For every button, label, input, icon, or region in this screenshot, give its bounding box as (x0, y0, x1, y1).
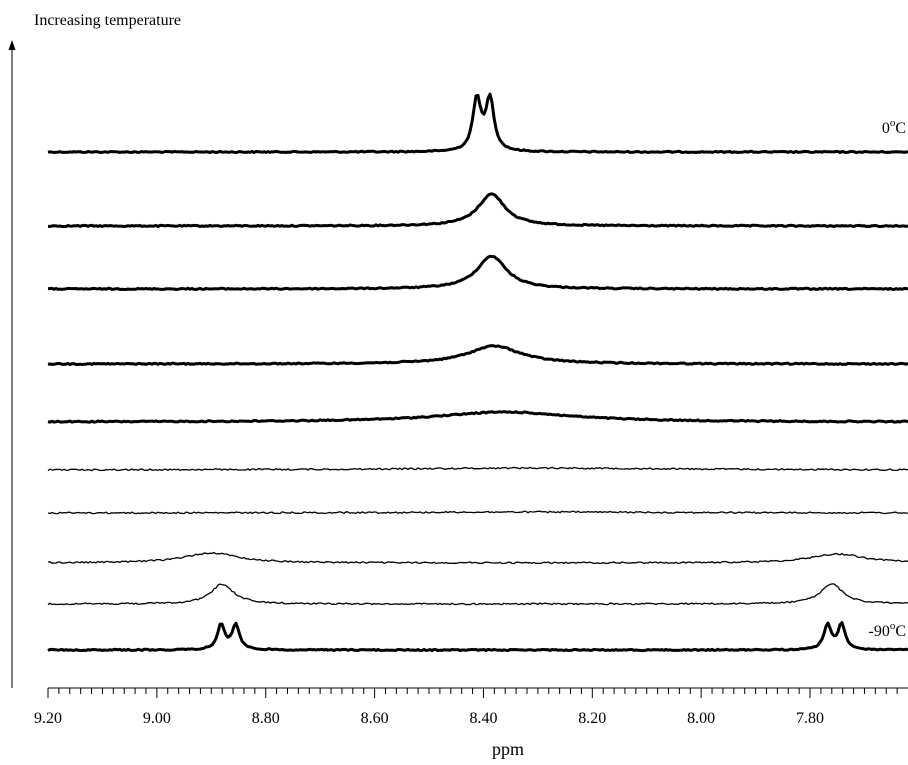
temperature-label: -90oC (869, 620, 907, 640)
x-tick-label: 8.40 (469, 710, 497, 727)
spectrum-trace (47, 344, 908, 366)
x-axis-ticks (47, 688, 898, 698)
spectrum-trace (47, 92, 908, 155)
x-tick-label: 9.00 (143, 710, 171, 727)
x-tick-label: 8.00 (687, 710, 715, 727)
x-tick-label: 8.80 (252, 710, 280, 727)
spectrum-trace (47, 466, 908, 472)
x-axis-label: ppm (492, 739, 524, 759)
spectrum-trace (47, 621, 908, 653)
spectrum-labels: 0oC -90oC (869, 117, 907, 640)
spectrum-trace (47, 583, 908, 606)
spectrum-trace (47, 551, 908, 565)
spectrum-traces (47, 92, 908, 653)
spectrum-trace (47, 254, 908, 291)
spectrum-trace (47, 192, 908, 228)
x-tick-label: 8.60 (361, 710, 389, 727)
temperature-label: 0oC (882, 117, 906, 137)
x-tick-label: 7.80 (796, 710, 824, 727)
x-tick-label: 8.20 (578, 710, 606, 727)
y-axis-label: Increasing temperature (34, 12, 181, 29)
x-axis-tick-labels: 9.20 9.00 8.80 8.60 8.40 8.20 8.00 7.80 (34, 710, 824, 727)
spectrum-trace (47, 510, 908, 515)
spectrum-trace (47, 410, 908, 424)
temperature-arrow-head (8, 40, 16, 50)
x-tick-label: 9.20 (34, 710, 62, 727)
